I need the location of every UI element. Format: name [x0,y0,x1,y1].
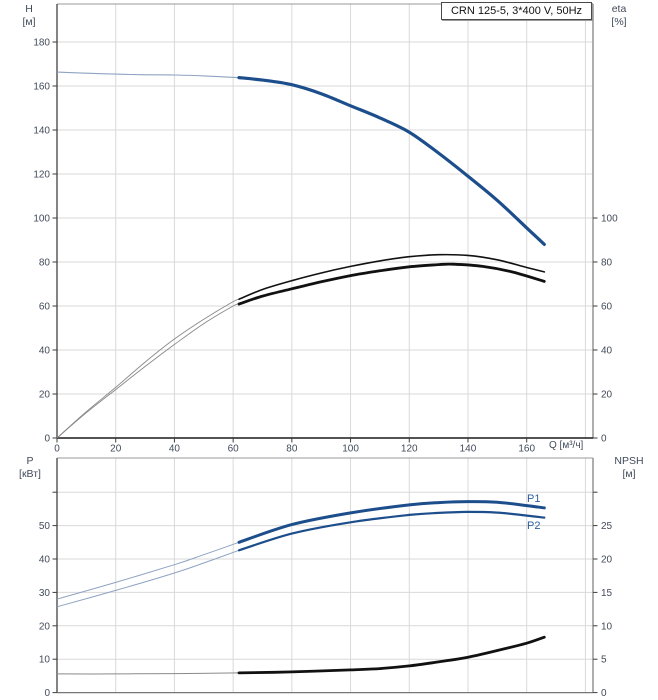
left-tick-label: 60 [39,302,51,313]
series-P2-curve [56,510,546,608]
left-tick-label: 0 [44,434,50,445]
series-P1-curve [56,500,546,600]
x-tick-label: 60 [228,444,240,455]
h-axis-label: H [25,3,33,15]
p2-series-label: P2 [527,520,541,532]
right-tick-label: 10 [601,621,613,632]
curve-thin-segment [56,541,240,600]
series-H-curve [56,71,546,246]
x-tick-label: 140 [460,444,477,455]
q-axis-unit-label: Q [м³/ч] [549,440,584,451]
bottom-right-axis-title: NPSH [м] [606,455,652,481]
curve-thin-segment [56,71,240,79]
series-eta-total-curve [56,262,546,439]
left-tick-label: 50 [39,521,51,532]
left-tick-label: 140 [33,126,50,137]
curve-thin-segment [56,672,240,675]
npsh-axis-unit: [м] [622,468,636,480]
x-tick-label: 100 [342,444,359,455]
chart-0: 0 20 40 60 80 100 120 140 160 0 20 40 60 80 100 120 140 1… [33,3,618,455]
chart-1: 0 10 20 30 40 50 0 5 10 15 20 25 [39,457,613,699]
right-tick-label: 5 [601,655,607,666]
left-tick-label: 20 [39,621,51,632]
x-tick-label: 20 [110,444,122,455]
bottom-left-axis-title: P [кВт] [12,455,48,481]
left-tick-label: 160 [33,82,50,93]
left-tick-label: 20 [39,390,51,401]
eta-axis-unit: [%] [611,16,627,28]
h-axis-unit: [м] [22,16,36,28]
top-left-axis-title: H [м] [14,3,44,29]
left-tick-label: 10 [39,655,51,666]
right-tick-label: 25 [601,521,613,532]
x-tick-label: 120 [401,444,418,455]
right-tick-label: 15 [601,588,613,599]
series-eta-pump-curve [56,253,546,439]
curve-duty-segment [237,635,546,675]
curve-thin-segment [56,298,240,439]
right-tick-label: 60 [601,302,613,313]
right-tick-label: 100 [601,214,618,225]
x-tick-label: 40 [169,444,181,455]
left-tick-label: 30 [39,588,51,599]
right-tick-label: 20 [601,555,613,566]
curve-duty-segment [238,253,546,300]
chart-title-box: CRN 125-5, 3*400 V, 50Hz [441,2,592,20]
eta-axis-label: eta [611,3,627,15]
npsh-axis-label: NPSH [614,455,644,467]
right-tick-label: 80 [601,258,613,269]
right-tick-label: 0 [601,434,607,445]
p-axis-unit: [кВт] [19,468,41,480]
x-tick-label: 80 [286,444,298,455]
left-tick-label: 180 [33,38,50,49]
left-tick-label: 120 [33,170,50,181]
right-tick-label: 0 [601,688,607,699]
left-tick-label: 80 [39,258,51,269]
curve-duty-segment [237,500,546,544]
curve-thin-segment [56,549,240,608]
p1-series-label: P1 [527,493,541,505]
p-axis-label: P [26,455,34,467]
curve-thin-segment [56,303,240,439]
x-tick-label: 0 [54,444,60,455]
curve-duty-segment [237,510,546,552]
left-tick-label: 0 [44,688,50,699]
x-tick-label: 160 [518,444,535,455]
left-tick-label: 100 [33,214,50,225]
top-right-axis-title: eta [%] [602,3,636,29]
right-tick-label: 40 [601,346,613,357]
right-tick-label: 20 [601,390,613,401]
curve-duty-segment [237,262,546,306]
left-tick-label: 40 [39,346,51,357]
left-tick-label: 40 [39,555,51,566]
curve-duty-segment [237,76,546,246]
series-NPSH-curve [56,635,546,675]
